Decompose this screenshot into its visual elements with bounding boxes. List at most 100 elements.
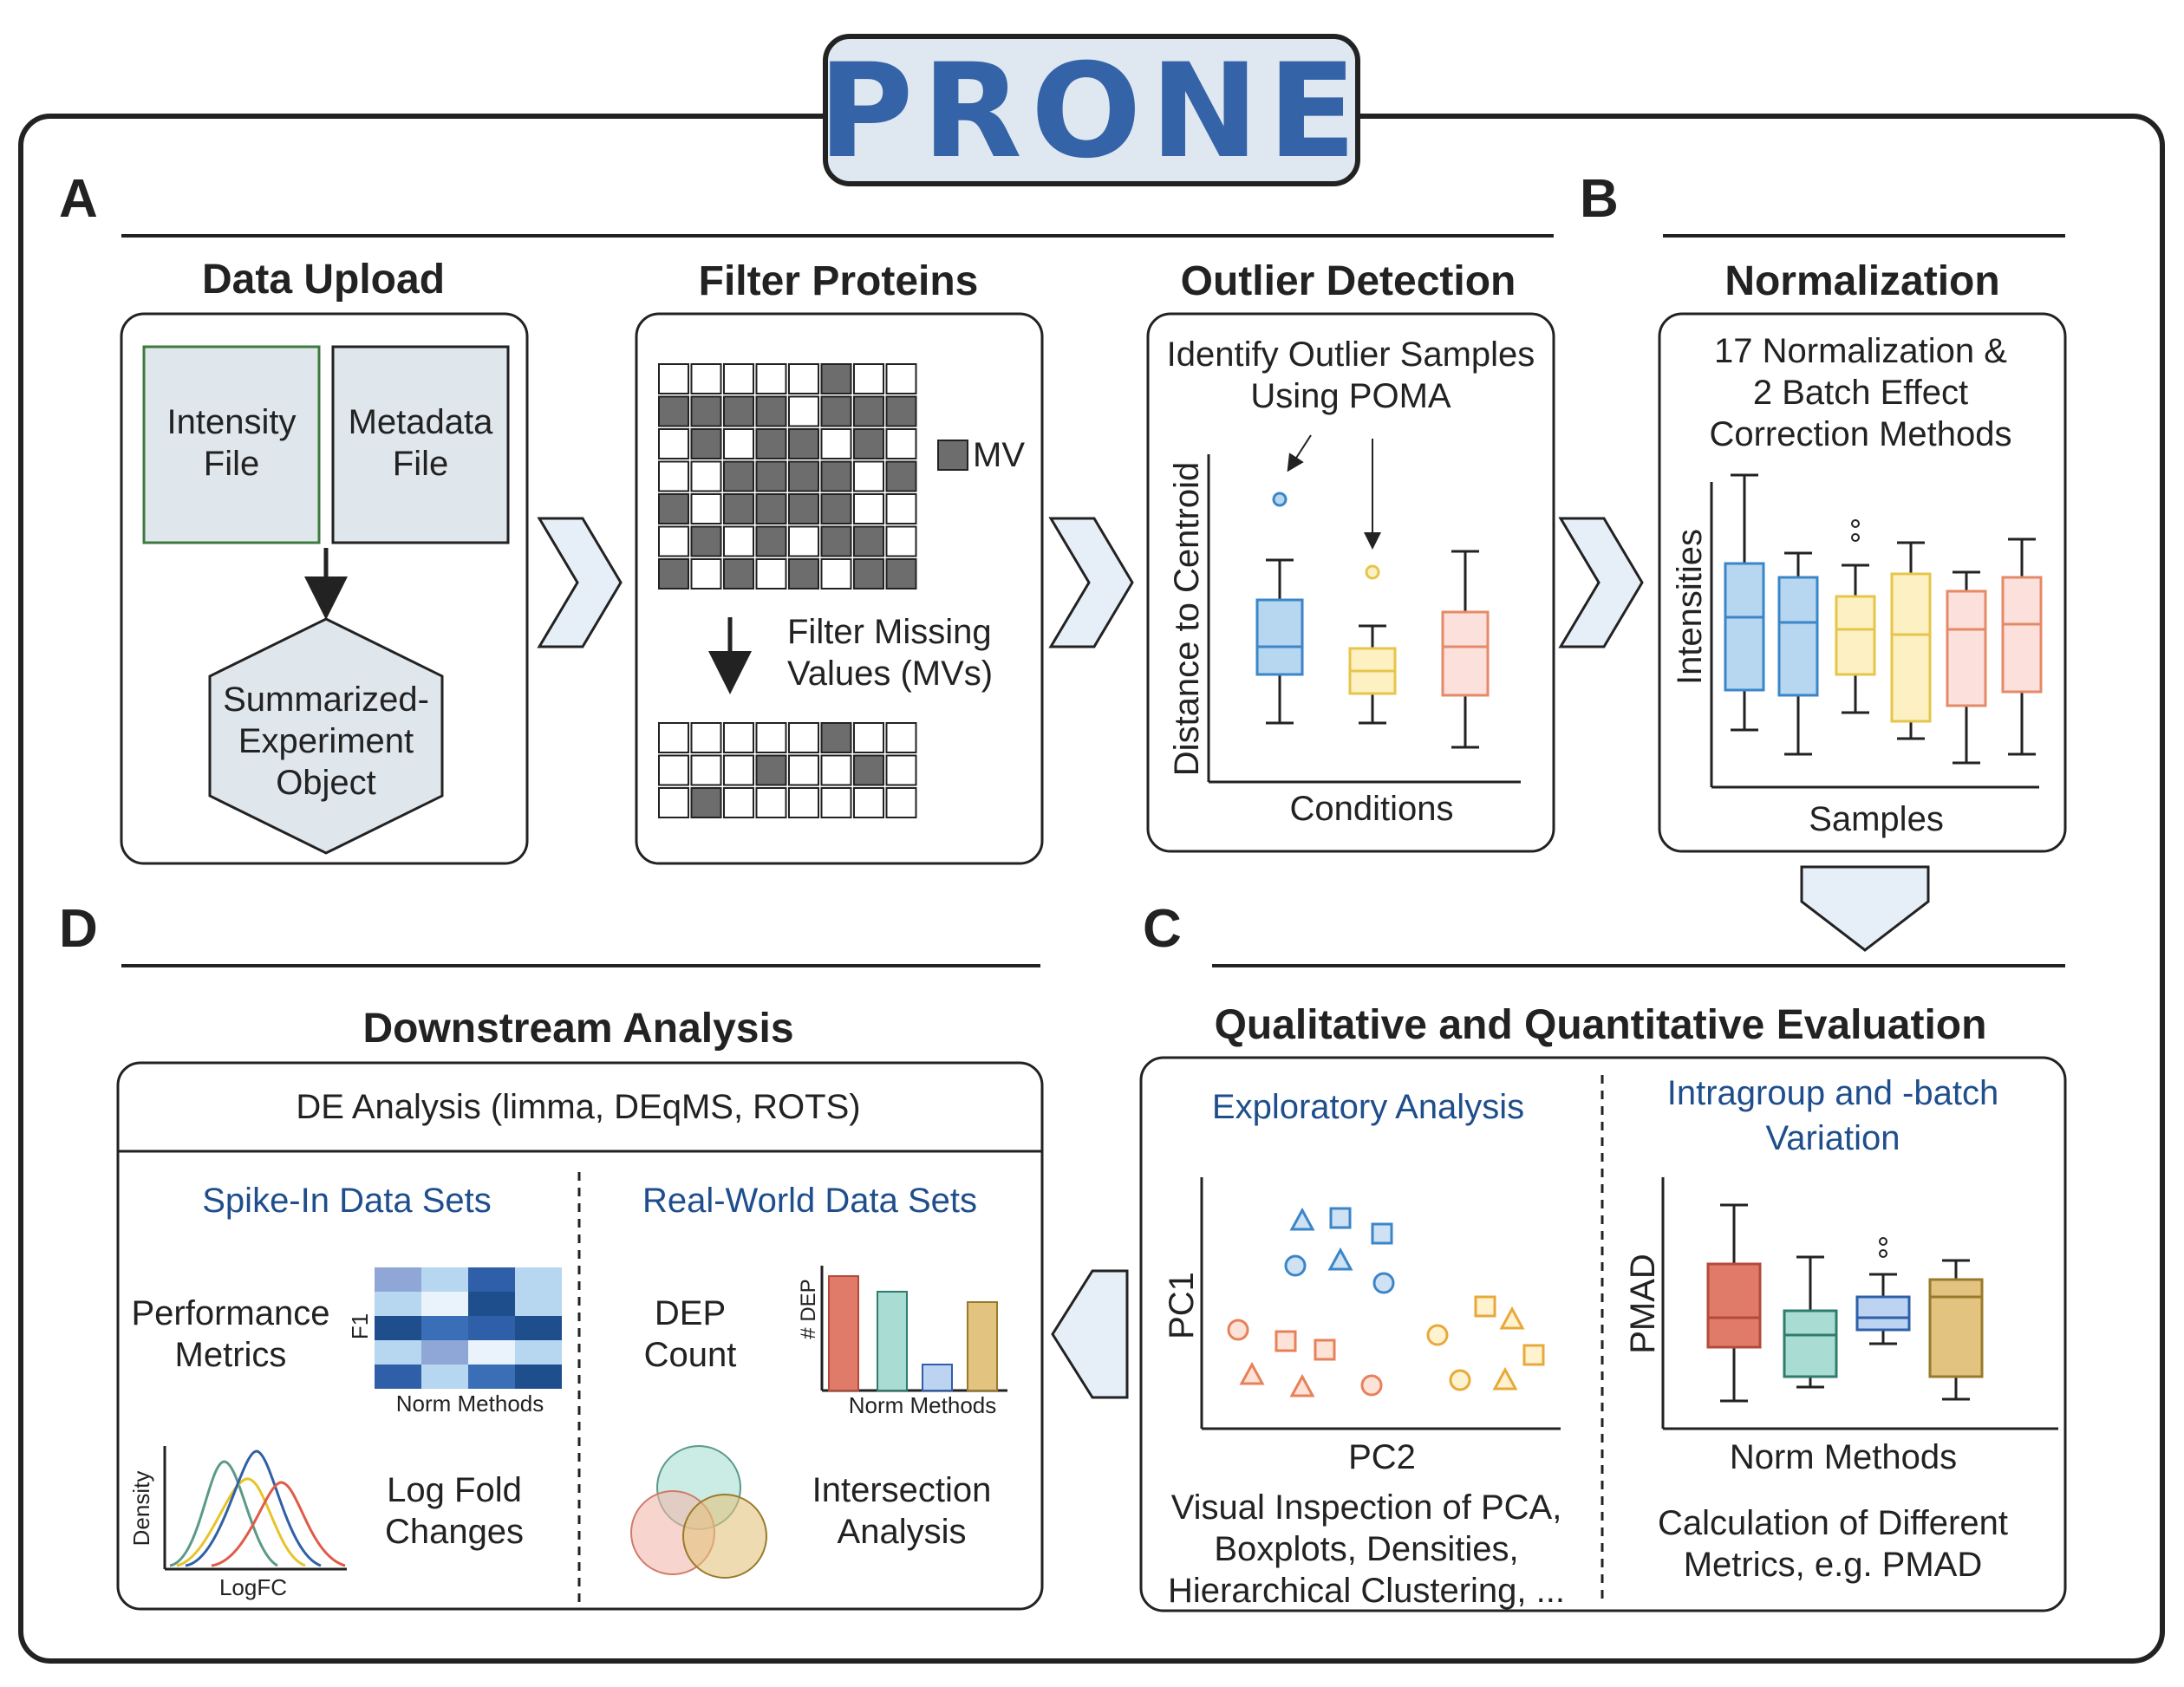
heatmap-cell (515, 1267, 562, 1292)
grid-cell (788, 787, 819, 818)
heatmap-cell (468, 1340, 515, 1365)
downstream-title: Downstream Analysis (362, 1006, 793, 1052)
missing-cell (788, 428, 819, 459)
missing-cell (820, 363, 852, 394)
heatmap-cell (421, 1316, 468, 1340)
missing-cell (885, 558, 917, 589)
prone-logo: PRONE (818, 34, 1360, 187)
missing-cell (853, 525, 884, 557)
chevron-left-icon (1051, 1269, 1129, 1399)
summarized-experiment-hexagon: Summarized- Experiment Object (208, 617, 444, 855)
calc-text-2: Metrics, e.g. PMAD (1684, 1546, 1983, 1584)
dep-bar-chart (820, 1266, 1007, 1392)
grid-cell (853, 722, 884, 753)
spike-in-title: Spike-In Data Sets (202, 1182, 492, 1220)
heatmap-cell (375, 1292, 421, 1316)
grid-cell (820, 428, 852, 459)
heatmap-cell (468, 1267, 515, 1292)
svg-text:Object: Object (276, 764, 376, 802)
grid-cell (853, 493, 884, 524)
normalization-title: Normalization (1724, 258, 1999, 304)
missing-cell (885, 460, 917, 492)
missing-cell (820, 525, 852, 557)
grid-cell (658, 754, 689, 786)
panel-letter-c: C (1143, 899, 1182, 959)
missing-cell (755, 754, 787, 786)
svg-text:File: File (204, 445, 259, 483)
performance-text-2: Metrics (175, 1336, 287, 1374)
heatmap-xlabel: Norm Methods (396, 1391, 544, 1417)
missing-cell (690, 428, 722, 459)
grid-cell (723, 754, 754, 786)
chevron-right-icon (1558, 517, 1644, 648)
grid-cell (723, 722, 754, 753)
grid-cell (755, 363, 787, 394)
performance-text-1: Performance (132, 1294, 330, 1332)
grid-cell (885, 722, 917, 753)
norm-text-1: 17 Normalization & (1714, 332, 2007, 370)
evaluation-title: Qualitative and Quantitative Evaluation (1215, 1002, 1987, 1048)
dep-text-1: DEP (655, 1294, 726, 1332)
missing-cell (723, 395, 754, 427)
outlier-box (1146, 312, 1555, 853)
missing-cell (755, 460, 787, 492)
grid-cell (690, 493, 722, 524)
panel-letter-d: D (59, 899, 98, 959)
svg-text:Metadata: Metadata (349, 403, 494, 441)
missing-cell (755, 493, 787, 524)
dep-text-2: Count (644, 1336, 737, 1374)
grid-cell (820, 754, 852, 786)
grid-cell (755, 558, 787, 589)
grid-cell (853, 787, 884, 818)
grid-cell (853, 460, 884, 492)
pmad-label: PMAD (1624, 1254, 1662, 1354)
logfc-text-1: Log Fold (387, 1471, 522, 1509)
heatmap-cell (375, 1316, 421, 1340)
visual-text-2: Boxplots, Densities, (1214, 1530, 1518, 1568)
grid-cell (885, 428, 917, 459)
missing-cell (820, 460, 852, 492)
norm-text-3: Correction Methods (1709, 415, 2011, 453)
intensity-file: Intensity File (142, 345, 321, 544)
intragroup-title-2: Variation (1766, 1119, 1900, 1157)
svg-text:Summarized-: Summarized- (223, 681, 429, 719)
mv-legend-swatch (937, 440, 968, 471)
grid-cell (885, 787, 917, 818)
pmad-boxplot (1661, 1177, 2058, 1430)
grid-cell (885, 493, 917, 524)
outlier-ylabel: Distance to Centroid (1168, 462, 1206, 776)
sample-box (1946, 570, 1987, 765)
visual-text-3: Hierarchical Clustering, ... (1168, 1572, 1565, 1610)
sample-box (1777, 551, 1819, 756)
grid-cell (885, 525, 917, 557)
missing-value-grid (658, 363, 917, 589)
heatmap-cell (468, 1365, 515, 1389)
grid-cell (723, 428, 754, 459)
density-ylabel: Density (128, 1471, 154, 1547)
grid-cell (820, 787, 852, 818)
de-analysis-text: DE Analysis (limma, DEqMS, ROTS) (296, 1088, 860, 1126)
f1-label: F1 (347, 1313, 373, 1339)
heatmap-cell (421, 1267, 468, 1292)
missing-cell (788, 558, 819, 589)
pca-scatter (1200, 1177, 1561, 1430)
mv-legend-label: MV (973, 436, 1025, 474)
intersection-text-1: Intersection (812, 1471, 992, 1509)
missing-cell (820, 395, 852, 427)
grid-cell (690, 460, 722, 492)
grid-cell (755, 722, 787, 753)
heatmap-cell (375, 1365, 421, 1389)
grid-cell (658, 525, 689, 557)
heatmap-cell (468, 1292, 515, 1316)
pc1-label: PC1 (1163, 1272, 1201, 1339)
evaluation-box (1139, 1056, 2067, 1612)
grid-cell (755, 787, 787, 818)
grid-cell (658, 460, 689, 492)
density-plot (163, 1446, 347, 1571)
missing-cell (690, 525, 722, 557)
heatmap-cell (375, 1267, 421, 1292)
filtered-value-grid (658, 722, 917, 818)
panel-letter-b: B (1580, 169, 1619, 229)
grid-cell (723, 525, 754, 557)
